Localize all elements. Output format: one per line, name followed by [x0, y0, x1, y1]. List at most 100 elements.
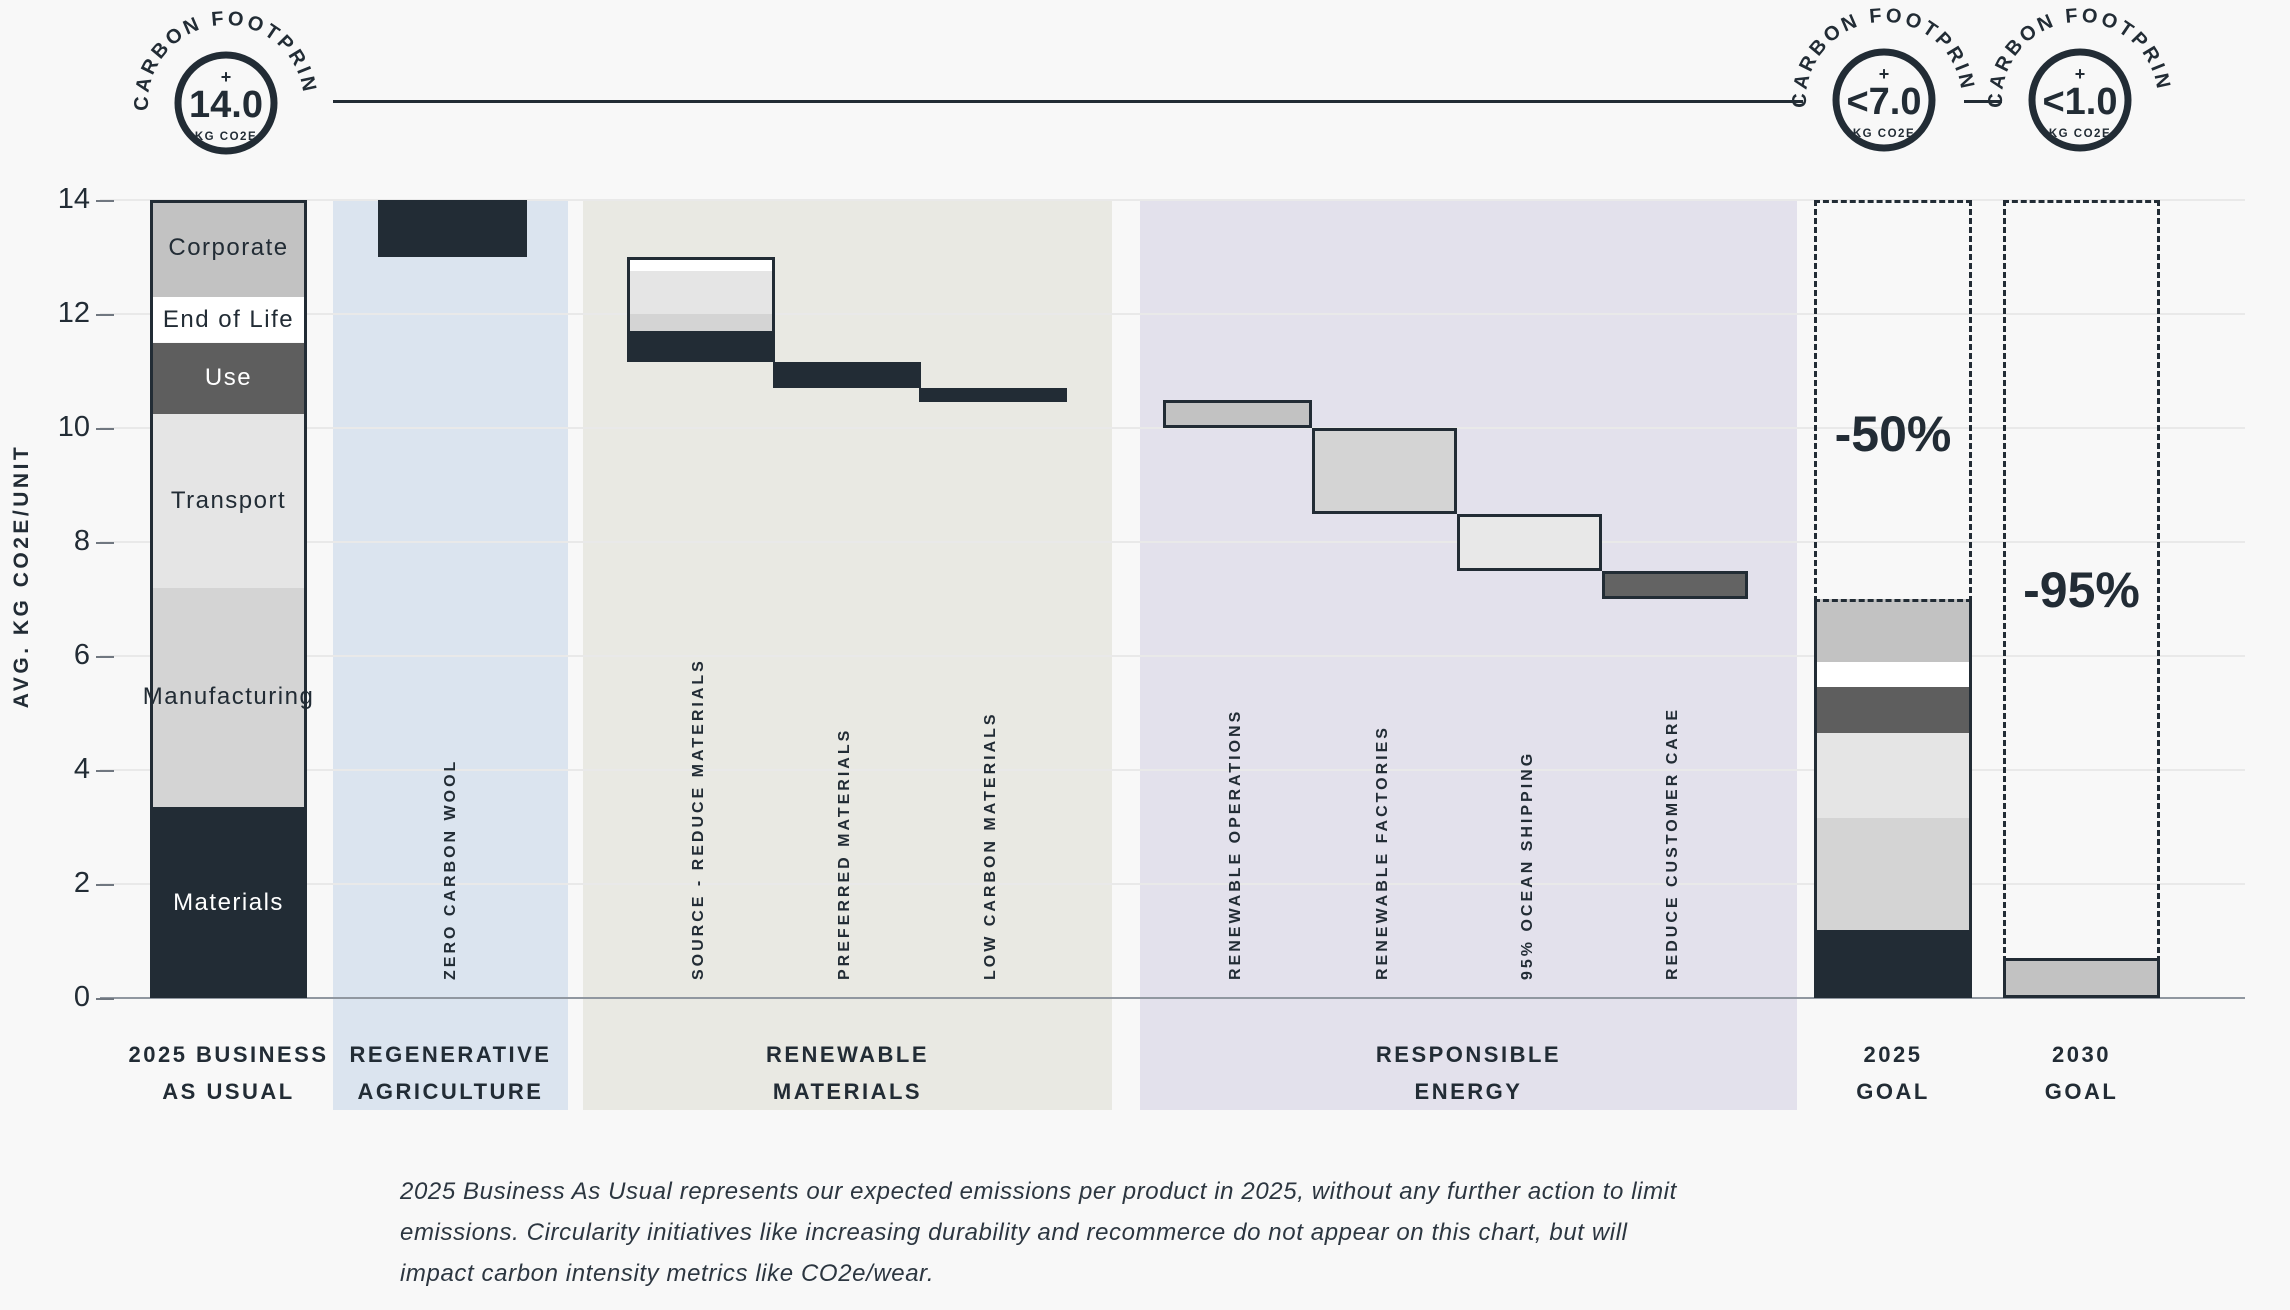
bar-segment	[1814, 929, 1972, 998]
y-tick-label: 2	[73, 867, 90, 899]
bar-segment: Transport	[150, 413, 307, 588]
y-tick-mark	[96, 542, 114, 544]
section-label-line: AGRICULTURE	[357, 1079, 544, 1104]
goal-annotation: -95%	[2023, 562, 2140, 619]
section-label: RENEWABLE MATERIALS	[766, 1036, 929, 1110]
grid-line	[100, 427, 2245, 429]
section-label-line: AS USUAL	[162, 1079, 295, 1104]
y-tick-mark	[96, 998, 114, 1000]
carbon-footprint-badge-2025-goal: CARBON FOOTPRINT + <7.0 KG CO2E	[1751, 0, 2009, 225]
x-axis-line	[100, 997, 2245, 999]
badge-unit: KG CO2E	[2049, 128, 2111, 140]
badge-value: <1.0	[2042, 81, 2117, 123]
section-label-line: RENEWABLE	[765, 1042, 930, 1067]
vertical-bar-label: PREFERRED MATERIALS	[836, 727, 853, 980]
y-tick-label: 14	[57, 183, 90, 215]
y-tick-mark	[96, 200, 114, 202]
bar-segment	[1814, 599, 1972, 662]
badge-value: 14.0	[189, 84, 263, 126]
bar-segment	[1814, 687, 1972, 733]
section-label-line: 2025 BUSINESS	[128, 1042, 329, 1067]
section-label-line: RESPONSIBLE	[1375, 1042, 1562, 1067]
vertical-bar-label: RENEWABLE OPERATIONS	[1226, 708, 1244, 980]
footnote-line: impact carbon intensity metrics like CO2…	[400, 1260, 935, 1287]
grid-line	[100, 655, 2245, 657]
badge-ring	[2028, 48, 2132, 152]
section-label: REGENERATIVE AGRICULTURE	[350, 1036, 552, 1110]
bar-segment	[1602, 570, 1748, 599]
y-tick-mark	[96, 656, 114, 658]
y-tick-label: 6	[73, 639, 90, 671]
y-tick-mark	[96, 770, 114, 772]
section-label: 2025 BUSINESS AS USUAL	[128, 1036, 328, 1110]
bar-segment	[773, 362, 921, 389]
bar-segment	[1457, 513, 1602, 571]
bar-segment	[627, 333, 775, 363]
goal-box	[2003, 200, 2160, 998]
badge-plus: +	[2075, 64, 2086, 84]
section-label: RESPONSIBLE ENERGY	[1376, 1036, 1561, 1110]
bar-segment-label: Use	[204, 364, 253, 392]
y-tick-label: 0	[73, 981, 90, 1013]
bar-segment	[919, 388, 1067, 403]
section-label-line: 2030	[2052, 1042, 2111, 1067]
carbon-footprint-badge-current: CARBON FOOTPRINT + 14.0 KG CO2E	[93, 0, 351, 228]
bar-segment	[627, 314, 775, 334]
y-tick-mark	[96, 884, 114, 886]
bar-segment	[1163, 399, 1312, 428]
footnote-line: 2025 Business As Usual represents our ex…	[400, 1178, 1677, 1205]
badge-ring	[1832, 48, 1936, 152]
vertical-bar-label: RENEWABLE FACTORIES	[1373, 725, 1391, 980]
section-label-line: 2025	[1863, 1042, 1923, 1067]
y-tick-label: 8	[73, 525, 90, 557]
carbon-footprint-badge-2030-goal: CARBON FOOTPRINT + <1.0 KG CO2E	[1947, 0, 2205, 225]
section-label: 2030 GOAL	[2045, 1036, 2119, 1110]
y-tick-label: 10	[57, 411, 90, 443]
grid-line	[100, 313, 2245, 315]
badge-connector-line	[333, 100, 1803, 103]
badge-connector-dash	[1964, 100, 2002, 103]
vertical-bar-label: SOURCE - REDUCE MATERIALS	[690, 658, 707, 980]
vertical-bar-label: LOW CARBON MATERIALS	[982, 711, 999, 980]
bar-segment-label: Manufacturing	[142, 683, 315, 711]
grid-line	[100, 769, 2245, 771]
badge-plus: +	[221, 67, 232, 87]
bar-segment-label: Materials	[173, 888, 284, 916]
bar-segment-label: End of Life	[162, 305, 295, 333]
grid-line	[100, 541, 2245, 543]
bar-segment	[2003, 958, 2160, 998]
bar-segment: Manufacturing	[143, 587, 313, 808]
section-label-line: REGENERATIVE	[349, 1042, 552, 1067]
bar-segment-label: Transport	[170, 486, 287, 514]
vertical-bar-label: REDUCE CUSTOMER CARE	[1664, 706, 1681, 980]
badge-value: <7.0	[1846, 81, 1921, 123]
bar-segment-label: Corporate	[168, 234, 289, 262]
section-label-line: MATERIALS	[772, 1079, 923, 1104]
bar-segment: Materials	[150, 807, 307, 998]
y-tick-mark	[96, 314, 114, 316]
bar-segment	[378, 200, 527, 257]
badge-ring	[174, 51, 278, 155]
bar-segment	[627, 257, 775, 272]
vertical-bar-label: ZERO CARBON WOOL	[441, 758, 459, 980]
goal-annotation: -50%	[1834, 405, 1952, 462]
bar-segment	[1814, 732, 1972, 819]
badge-unit: KG CO2E	[195, 131, 257, 143]
footnote: 2025 Business As Usual represents our ex…	[400, 1171, 1677, 1294]
section-label: 2025 GOAL	[1856, 1036, 1930, 1110]
bar-segment	[1814, 661, 1972, 688]
section-label-line: GOAL	[1856, 1079, 1930, 1104]
y-axis-title: AVG. KG CO2E/UNIT	[10, 443, 33, 709]
y-tick-mark	[96, 428, 114, 430]
badge-unit: KG CO2E	[1853, 128, 1915, 140]
badge-plus: +	[1879, 64, 1890, 84]
bar-segment	[627, 271, 775, 314]
vertical-bar-label: 95% OCEAN SHIPPING	[1518, 750, 1536, 980]
section-label-line: GOAL	[2044, 1079, 2119, 1104]
bar-segment: End of Life	[150, 296, 307, 343]
grid-line	[100, 199, 2245, 201]
grid-line	[100, 883, 2245, 885]
bar-segment	[1312, 428, 1457, 514]
bar-segment	[1814, 818, 1972, 930]
